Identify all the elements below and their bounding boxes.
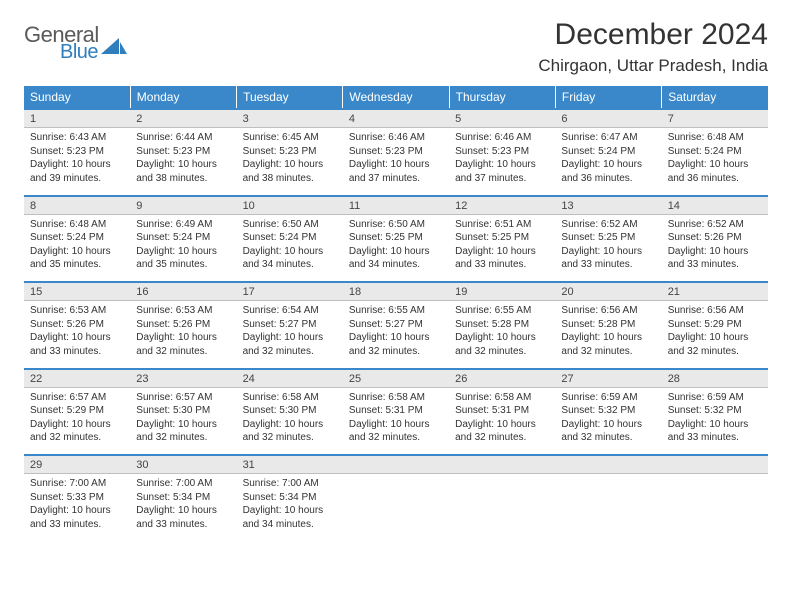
header: General Blue December 2024 Chirgaon, Utt… bbox=[24, 18, 768, 76]
date-number: 7 bbox=[662, 109, 768, 128]
date-number: 18 bbox=[343, 282, 449, 301]
date-number: 16 bbox=[130, 282, 236, 301]
day-header-friday: Friday bbox=[555, 86, 661, 109]
page-title: December 2024 bbox=[538, 18, 768, 52]
date-number: 25 bbox=[343, 369, 449, 388]
date-row: 293031 bbox=[24, 455, 768, 474]
info-row: Sunrise: 6:43 AMSunset: 5:23 PMDaylight:… bbox=[24, 128, 768, 196]
day-info: Sunrise: 6:55 AMSunset: 5:27 PMDaylight:… bbox=[343, 301, 449, 369]
day-name-row: SundayMondayTuesdayWednesdayThursdayFrid… bbox=[24, 86, 768, 109]
logo: General Blue bbox=[24, 18, 131, 62]
day-info: Sunrise: 6:53 AMSunset: 5:26 PMDaylight:… bbox=[130, 301, 236, 369]
date-row: 891011121314 bbox=[24, 196, 768, 215]
day-info: Sunrise: 6:56 AMSunset: 5:29 PMDaylight:… bbox=[662, 301, 768, 369]
day-info: Sunrise: 6:47 AMSunset: 5:24 PMDaylight:… bbox=[555, 128, 661, 196]
empty-info bbox=[662, 474, 768, 542]
day-header-wednesday: Wednesday bbox=[343, 86, 449, 109]
logo-word-blue: Blue bbox=[60, 42, 99, 62]
date-row: 15161718192021 bbox=[24, 282, 768, 301]
date-number: 24 bbox=[237, 369, 343, 388]
date-number: 3 bbox=[237, 109, 343, 128]
day-info: Sunrise: 6:48 AMSunset: 5:24 PMDaylight:… bbox=[662, 128, 768, 196]
date-number: 27 bbox=[555, 369, 661, 388]
location: Chirgaon, Uttar Pradesh, India bbox=[538, 56, 768, 76]
day-header-saturday: Saturday bbox=[662, 86, 768, 109]
info-row: Sunrise: 6:57 AMSunset: 5:29 PMDaylight:… bbox=[24, 387, 768, 455]
date-number: 10 bbox=[237, 196, 343, 215]
date-number: 23 bbox=[130, 369, 236, 388]
date-number: 17 bbox=[237, 282, 343, 301]
day-info: Sunrise: 6:52 AMSunset: 5:25 PMDaylight:… bbox=[555, 214, 661, 282]
day-info: Sunrise: 6:46 AMSunset: 5:23 PMDaylight:… bbox=[449, 128, 555, 196]
date-number: 15 bbox=[24, 282, 130, 301]
date-number: 29 bbox=[24, 455, 130, 474]
day-info: Sunrise: 7:00 AMSunset: 5:34 PMDaylight:… bbox=[237, 474, 343, 542]
empty-info bbox=[555, 474, 661, 542]
day-info: Sunrise: 6:50 AMSunset: 5:25 PMDaylight:… bbox=[343, 214, 449, 282]
day-info: Sunrise: 6:56 AMSunset: 5:28 PMDaylight:… bbox=[555, 301, 661, 369]
day-header-thursday: Thursday bbox=[449, 86, 555, 109]
day-info: Sunrise: 6:44 AMSunset: 5:23 PMDaylight:… bbox=[130, 128, 236, 196]
day-info: Sunrise: 6:55 AMSunset: 5:28 PMDaylight:… bbox=[449, 301, 555, 369]
day-info: Sunrise: 6:59 AMSunset: 5:32 PMDaylight:… bbox=[662, 387, 768, 455]
day-header-monday: Monday bbox=[130, 86, 236, 109]
date-number: 6 bbox=[555, 109, 661, 128]
date-number: 28 bbox=[662, 369, 768, 388]
date-number: 26 bbox=[449, 369, 555, 388]
date-number: 30 bbox=[130, 455, 236, 474]
date-number: 22 bbox=[24, 369, 130, 388]
logo-sail-icon bbox=[101, 38, 127, 56]
day-info: Sunrise: 7:00 AMSunset: 5:33 PMDaylight:… bbox=[24, 474, 130, 542]
day-info: Sunrise: 6:54 AMSunset: 5:27 PMDaylight:… bbox=[237, 301, 343, 369]
day-info: Sunrise: 6:58 AMSunset: 5:31 PMDaylight:… bbox=[343, 387, 449, 455]
date-number: 2 bbox=[130, 109, 236, 128]
date-number: 9 bbox=[130, 196, 236, 215]
day-header-sunday: Sunday bbox=[24, 86, 130, 109]
day-info: Sunrise: 6:46 AMSunset: 5:23 PMDaylight:… bbox=[343, 128, 449, 196]
day-info: Sunrise: 6:48 AMSunset: 5:24 PMDaylight:… bbox=[24, 214, 130, 282]
date-number: 4 bbox=[343, 109, 449, 128]
date-number: 12 bbox=[449, 196, 555, 215]
day-info: Sunrise: 6:49 AMSunset: 5:24 PMDaylight:… bbox=[130, 214, 236, 282]
day-header-tuesday: Tuesday bbox=[237, 86, 343, 109]
date-row: 1234567 bbox=[24, 109, 768, 128]
info-row: Sunrise: 6:48 AMSunset: 5:24 PMDaylight:… bbox=[24, 214, 768, 282]
day-info: Sunrise: 6:58 AMSunset: 5:30 PMDaylight:… bbox=[237, 387, 343, 455]
empty-date bbox=[449, 455, 555, 474]
date-number: 19 bbox=[449, 282, 555, 301]
date-number: 14 bbox=[662, 196, 768, 215]
date-number: 5 bbox=[449, 109, 555, 128]
day-info: Sunrise: 6:57 AMSunset: 5:30 PMDaylight:… bbox=[130, 387, 236, 455]
date-number: 20 bbox=[555, 282, 661, 301]
date-number: 13 bbox=[555, 196, 661, 215]
date-number: 1 bbox=[24, 109, 130, 128]
day-info: Sunrise: 6:52 AMSunset: 5:26 PMDaylight:… bbox=[662, 214, 768, 282]
day-info: Sunrise: 6:59 AMSunset: 5:32 PMDaylight:… bbox=[555, 387, 661, 455]
date-number: 11 bbox=[343, 196, 449, 215]
day-info: Sunrise: 6:58 AMSunset: 5:31 PMDaylight:… bbox=[449, 387, 555, 455]
day-info: Sunrise: 6:53 AMSunset: 5:26 PMDaylight:… bbox=[24, 301, 130, 369]
empty-info bbox=[343, 474, 449, 542]
logo-text: General Blue bbox=[24, 24, 99, 62]
date-row: 22232425262728 bbox=[24, 369, 768, 388]
day-info: Sunrise: 6:43 AMSunset: 5:23 PMDaylight:… bbox=[24, 128, 130, 196]
empty-date bbox=[662, 455, 768, 474]
empty-date bbox=[343, 455, 449, 474]
day-info: Sunrise: 6:57 AMSunset: 5:29 PMDaylight:… bbox=[24, 387, 130, 455]
empty-info bbox=[449, 474, 555, 542]
day-info: Sunrise: 7:00 AMSunset: 5:34 PMDaylight:… bbox=[130, 474, 236, 542]
title-block: December 2024 Chirgaon, Uttar Pradesh, I… bbox=[538, 18, 768, 76]
empty-date bbox=[555, 455, 661, 474]
date-number: 21 bbox=[662, 282, 768, 301]
info-row: Sunrise: 7:00 AMSunset: 5:33 PMDaylight:… bbox=[24, 474, 768, 542]
date-number: 8 bbox=[24, 196, 130, 215]
day-info: Sunrise: 6:51 AMSunset: 5:25 PMDaylight:… bbox=[449, 214, 555, 282]
day-info: Sunrise: 6:50 AMSunset: 5:24 PMDaylight:… bbox=[237, 214, 343, 282]
info-row: Sunrise: 6:53 AMSunset: 5:26 PMDaylight:… bbox=[24, 301, 768, 369]
date-number: 31 bbox=[237, 455, 343, 474]
calendar-table: SundayMondayTuesdayWednesdayThursdayFrid… bbox=[24, 86, 768, 542]
day-info: Sunrise: 6:45 AMSunset: 5:23 PMDaylight:… bbox=[237, 128, 343, 196]
